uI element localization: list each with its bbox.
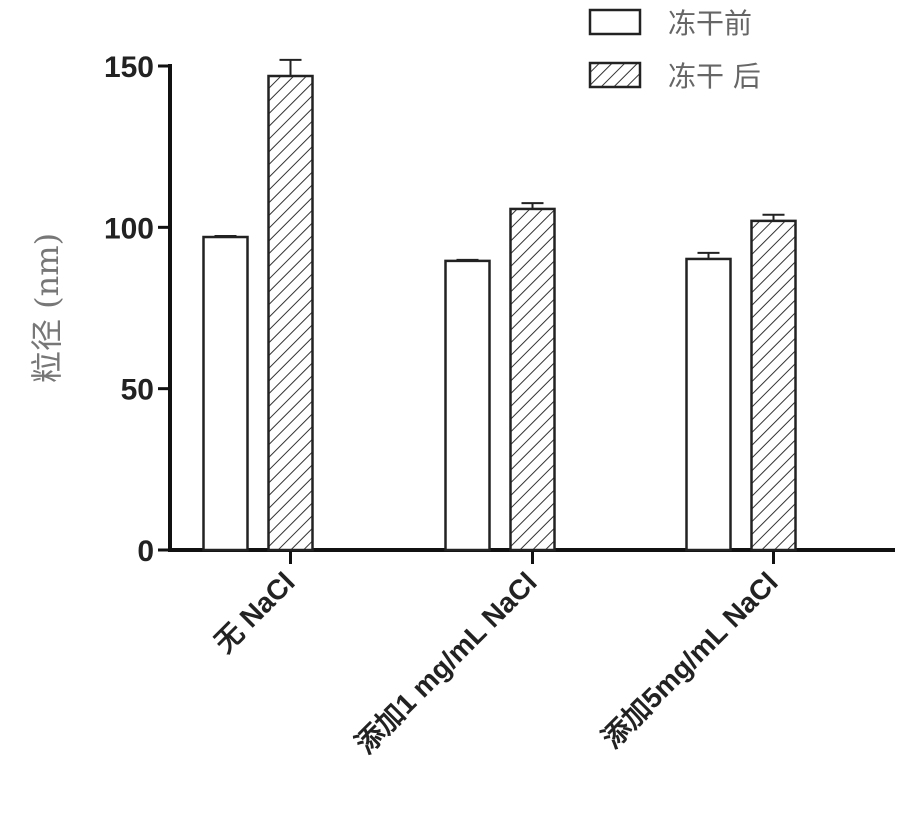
- x-tick-label: 添加1 mg/mL NaCl: [350, 566, 543, 759]
- legend-swatch: [590, 10, 640, 34]
- y-tick-label: 100: [104, 212, 154, 245]
- x-tick-label: 无 NaCl: [208, 566, 300, 658]
- y-tick-label: 150: [104, 51, 154, 84]
- bars: [204, 60, 796, 550]
- labels: 粒径 (nm) 无 NaCl 添加1 mg/mL NaCl 添加5mg/mL NaCl: [28, 233, 784, 760]
- bar: [511, 209, 555, 550]
- legend-label: 冻干前: [668, 7, 752, 40]
- legend: 冻干前冻干 后: [590, 7, 761, 93]
- y-tick-label: 0: [137, 535, 154, 568]
- bar: [204, 237, 248, 550]
- x-tick-label: 添加5mg/mL NaCl: [596, 566, 784, 754]
- bar: [687, 259, 731, 550]
- bar: [752, 221, 796, 550]
- legend-label: 冻干 后: [668, 60, 761, 93]
- bar: [269, 76, 313, 550]
- legend-swatch: [590, 63, 640, 87]
- bar: [446, 261, 490, 550]
- y-tick-label: 50: [121, 374, 154, 407]
- y-axis-label: 粒径 (nm): [28, 233, 66, 383]
